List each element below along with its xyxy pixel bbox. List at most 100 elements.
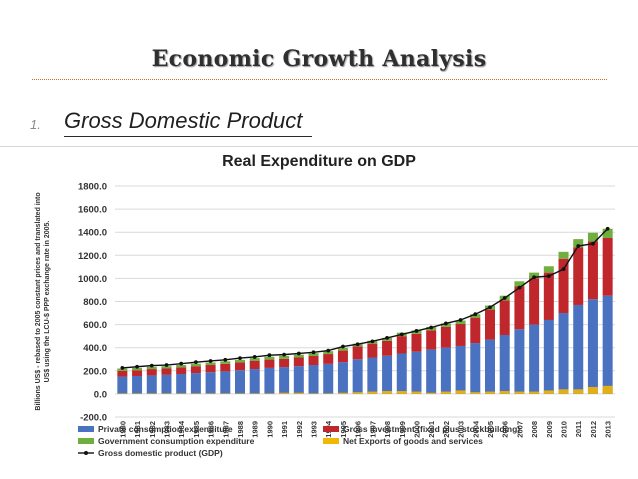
bar-private-consumption [323, 363, 334, 394]
bar-private-consumption [485, 339, 495, 394]
legend-swatch-marker [84, 451, 88, 455]
bar-government-consumption [323, 351, 334, 355]
y-tick-label: -200.0 [80, 413, 107, 424]
bullet-underline [64, 136, 312, 137]
bar-private-consumption [205, 372, 216, 394]
bar-government-consumption [235, 359, 245, 363]
x-tick-label: 1996 [354, 421, 363, 438]
bar-private-consumption [352, 359, 363, 394]
legend-label: Government consumption expenditure [98, 436, 255, 446]
gdp-point [208, 359, 213, 363]
gdp-point [135, 364, 139, 369]
bar-gross-investment [293, 357, 304, 367]
bar-net-exports [249, 393, 260, 394]
bar-gross-investment [396, 336, 407, 354]
gdp-point [473, 312, 478, 317]
bar-net-exports [396, 391, 407, 394]
title-divider [32, 79, 607, 80]
gdp-point [179, 361, 184, 366]
gdp-point [591, 241, 595, 246]
bar-private-consumption [543, 319, 554, 394]
bar-private-consumption [602, 295, 613, 394]
bar-government-consumption [176, 365, 187, 368]
gdp-point [223, 357, 228, 362]
bar-net-exports [382, 391, 393, 394]
x-tick-label: 1992 [295, 421, 304, 438]
bar-private-consumption [426, 349, 437, 394]
bar-private-consumption [470, 343, 481, 394]
bar-private-consumption [558, 313, 569, 394]
y-tick-label: 1800.0 [78, 182, 107, 193]
x-tick-label: 1982 [148, 421, 157, 438]
bar-net-exports [440, 391, 451, 394]
bar-gross-investment [499, 300, 510, 335]
bar-private-consumption [573, 304, 584, 394]
section-divider [0, 146, 638, 147]
x-tick-label: 1991 [280, 421, 289, 438]
gdp-point [164, 363, 169, 367]
bar-net-exports [279, 392, 290, 394]
gdp-point [149, 363, 154, 368]
bar-gross-investment [279, 358, 290, 368]
bar-gross-investment [440, 326, 451, 348]
gdp-point [370, 339, 375, 344]
gdp-point [311, 350, 316, 355]
x-tick-label: 1997 [368, 421, 377, 438]
x-tick-label: 1986 [207, 421, 216, 438]
x-tick-label: 1998 [383, 421, 392, 438]
bar-gross-investment [220, 363, 231, 372]
bar-private-consumption [161, 374, 172, 394]
bar-private-consumption [499, 334, 510, 394]
bar-government-consumption [161, 366, 172, 369]
x-tick-label: 2010 [560, 421, 569, 438]
x-tick-label: 1987 [221, 421, 230, 438]
bar-gross-investment [426, 330, 437, 350]
bar-gross-investment [470, 317, 481, 344]
gdp-point [546, 274, 551, 278]
bar-net-exports [293, 392, 304, 394]
bar-government-consumption [514, 281, 525, 287]
bar-gross-investment [573, 247, 584, 305]
bar-government-consumption [132, 367, 143, 371]
bar-private-consumption [396, 353, 407, 394]
y-tick-label: 400.0 [83, 343, 107, 354]
gdp-point [532, 275, 537, 280]
bar-net-exports [558, 389, 569, 394]
bar-net-exports [514, 391, 525, 394]
bar-net-exports [543, 390, 554, 394]
x-tick-label: 2004 [471, 420, 480, 438]
bar-net-exports [176, 393, 187, 394]
gdp-point [488, 305, 492, 310]
bar-gross-investment [587, 241, 598, 300]
bar-net-exports [308, 393, 319, 394]
gdp-point [296, 351, 301, 356]
gdp-point [429, 325, 434, 330]
bar-private-consumption [279, 367, 290, 394]
bar-government-consumption [308, 353, 319, 357]
x-tick-label: 1988 [236, 421, 245, 438]
x-tick-label: 2006 [501, 421, 510, 438]
y-tick-label: 1000.0 [78, 274, 107, 285]
bar-government-consumption [279, 355, 290, 359]
bar-government-consumption [337, 347, 348, 351]
y-tick-label: 800.0 [83, 297, 107, 308]
bar-net-exports [205, 393, 216, 394]
bar-net-exports [573, 389, 584, 394]
gdp-point [252, 355, 257, 359]
bar-government-consumption [602, 228, 613, 238]
gdp-point [120, 366, 125, 370]
y-axis-label-line: US$ using the LCU-$ PPP exchange rate in… [44, 221, 51, 383]
gdp-point [238, 356, 242, 360]
x-tick-label: 2009 [545, 421, 554, 438]
bar-gross-investment [367, 343, 378, 358]
bar-net-exports [264, 393, 275, 394]
legend-label: Net Exports of goods and services [343, 436, 483, 446]
bar-net-exports [470, 392, 481, 394]
x-tick-label: 2003 [457, 421, 466, 438]
bar-private-consumption [455, 345, 466, 394]
bar-government-consumption [543, 266, 554, 273]
bar-net-exports [367, 391, 378, 394]
bar-gross-investment [308, 356, 319, 366]
x-tick-label: 1989 [251, 421, 260, 438]
bar-gross-investment [382, 340, 393, 356]
